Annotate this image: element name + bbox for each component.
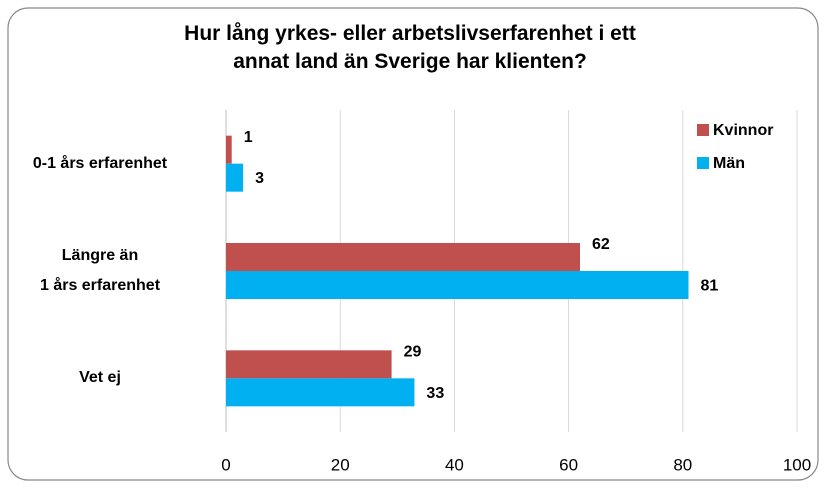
y-tick-label: Vet ej (79, 369, 121, 387)
x-tick-label: 40 (445, 455, 464, 474)
x-tick-label: 0 (221, 455, 230, 474)
y-tick-label: Längre än 1 års erfarenhet (39, 247, 161, 294)
data-label: 29 (404, 344, 422, 361)
y-tick-label: 0-1 års erfarenhet (32, 154, 168, 172)
bar (226, 243, 581, 271)
legend-label: Kvinnor (713, 122, 773, 139)
x-tick-label: 80 (673, 455, 692, 474)
data-label: 33 (426, 385, 444, 402)
bar (226, 135, 232, 164)
x-tick-label: 60 (559, 455, 578, 474)
legend-swatch (697, 124, 709, 136)
legend-swatch (697, 157, 709, 169)
bar (226, 378, 415, 407)
data-label: 81 (701, 277, 719, 294)
data-label: 1 (244, 129, 253, 146)
bar (226, 163, 244, 192)
data-label: 3 (255, 170, 264, 187)
legend-label: Män (713, 155, 745, 172)
bar (226, 271, 689, 299)
x-tick-label: 20 (331, 455, 350, 474)
bar (226, 350, 392, 379)
x-tick-label: 100 (783, 455, 811, 474)
chart-title: Hur lång yrkes- eller arbetslivserfarenh… (184, 22, 636, 73)
data-label: 62 (592, 236, 610, 253)
